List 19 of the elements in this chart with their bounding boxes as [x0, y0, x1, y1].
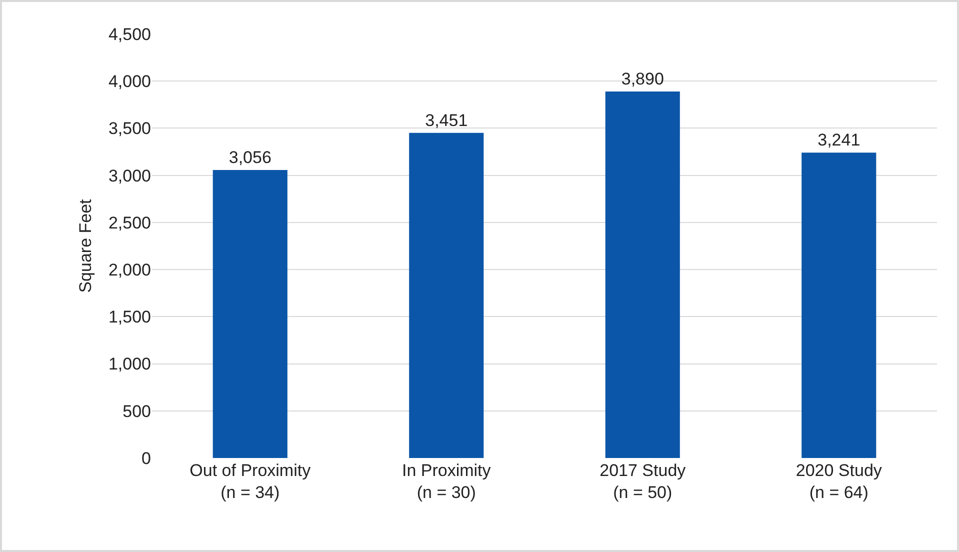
y-axis-title: Square Feet	[76, 198, 96, 293]
y-tick-label: 1,000	[108, 354, 151, 374]
x-tick-label: In Proximity (n = 30)	[402, 461, 492, 502]
data-label: 3,451	[425, 110, 468, 130]
y-tick-label: 4,000	[108, 72, 151, 92]
data-label: 3,241	[818, 130, 860, 150]
y-tick-label: 2,000	[108, 260, 151, 280]
y-tick-label: 3,500	[108, 119, 151, 138]
x-tick-label: 2020 Study (n = 64)	[796, 461, 882, 502]
y-tick-label: 4,500	[108, 24, 151, 44]
y-tick-label: 3,000	[108, 166, 151, 186]
y-tick-label: 1,500	[108, 308, 151, 327]
y-tick-label: 2,500	[108, 213, 151, 232]
data-label: 3,890	[621, 69, 664, 88]
y-tick-label: 0	[142, 448, 151, 468]
x-tick-label: 2017 Study (n = 50)	[600, 461, 686, 502]
x-tick-label: Out of Proximity (n = 34)	[190, 461, 312, 502]
data-label: 3,056	[228, 148, 272, 168]
y-tick-label: 500	[122, 402, 151, 421]
